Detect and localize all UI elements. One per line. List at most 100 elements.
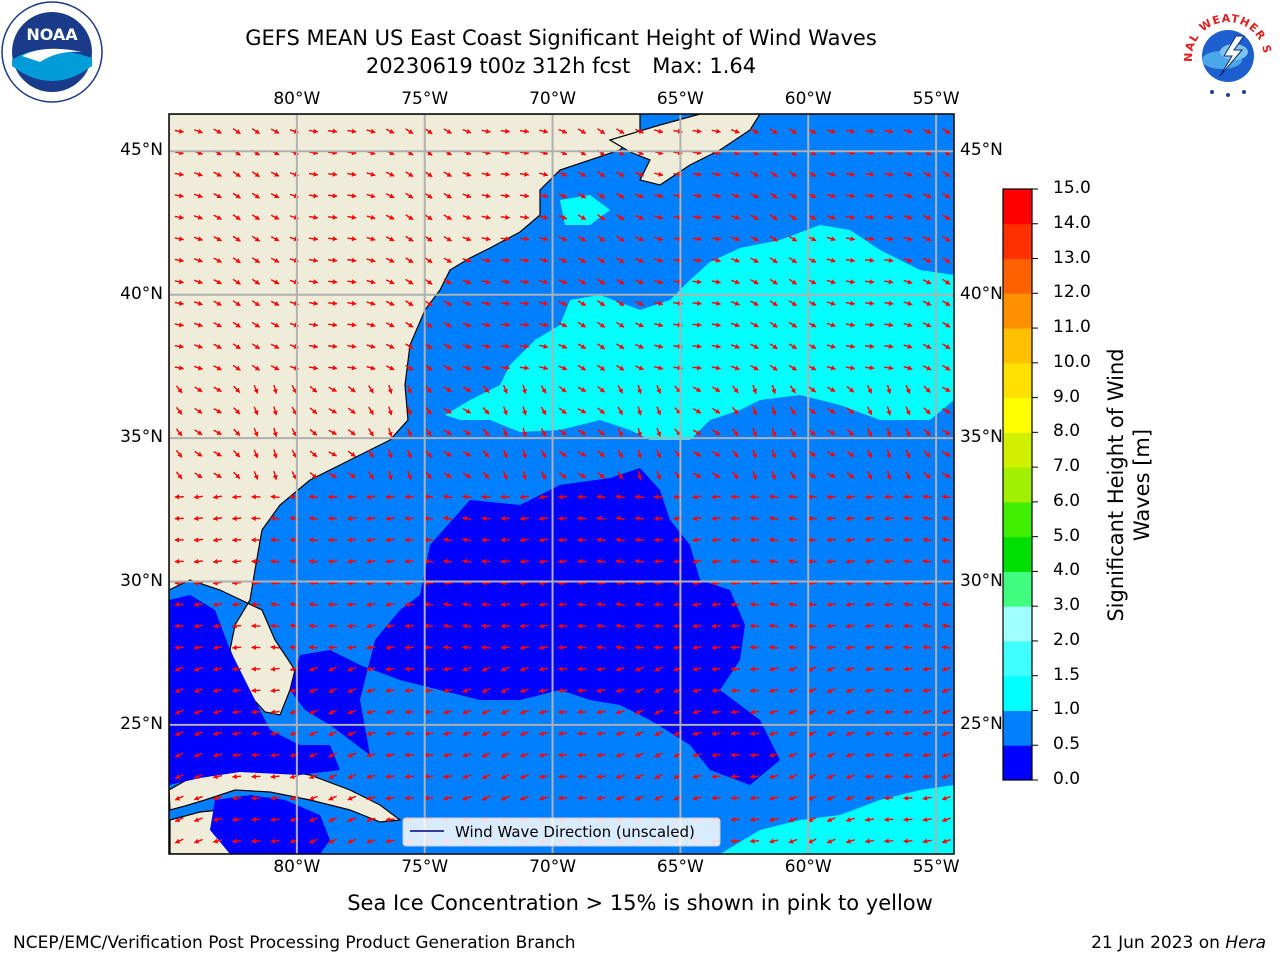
- wave-direction-arrow: [193, 817, 203, 823]
- wave-direction-arrow: [807, 365, 817, 371]
- wave-direction-arrow: [539, 343, 549, 349]
- wave-direction-arrow: [270, 774, 280, 780]
- wave-direction-arrow: [732, 449, 739, 458]
- wave-direction-arrow: [654, 171, 664, 177]
- wave-direction-arrow: [347, 688, 357, 693]
- wave-direction-arrow: [752, 470, 758, 480]
- wave-direction-arrow: [481, 687, 491, 694]
- wave-direction-arrow: [903, 257, 913, 263]
- wave-direction-arrow: [596, 731, 606, 737]
- wave-direction-arrow: [577, 773, 587, 780]
- wave-direction-arrow: [903, 558, 913, 564]
- wave-direction-arrow: [788, 838, 798, 844]
- wave-direction-arrow: [366, 214, 376, 220]
- colorbar-tick-label: 15.0: [1053, 178, 1091, 198]
- wave-direction-arrow: [213, 128, 222, 134]
- wave-direction-arrow: [846, 428, 855, 436]
- wave-direction-arrow: [752, 384, 758, 394]
- wave-direction-arrow: [347, 709, 357, 715]
- wave-direction-arrow: [692, 558, 702, 565]
- wave-direction-arrow: [865, 171, 875, 177]
- wave-direction-arrow: [615, 644, 625, 651]
- wave-direction-arrow: [750, 666, 760, 672]
- wave-direction-arrow: [635, 322, 644, 328]
- wave-direction-arrow: [174, 709, 184, 715]
- wave-direction-arrow: [424, 364, 433, 371]
- wave-direction-arrow: [366, 279, 376, 285]
- wave-direction-arrow: [500, 343, 510, 349]
- wave-direction-arrow: [232, 278, 241, 285]
- wave-direction-arrow: [425, 406, 432, 415]
- wave-direction-arrow: [903, 279, 913, 285]
- wave-direction-arrow: [616, 257, 625, 264]
- wave-direction-arrow: [826, 838, 836, 844]
- wave-direction-arrow: [597, 257, 606, 264]
- wave-direction-arrow: [732, 385, 739, 394]
- wave-direction-arrow: [769, 321, 778, 328]
- wave-direction-arrow: [788, 343, 798, 350]
- wave-direction-arrow: [387, 406, 393, 416]
- wave-direction-arrow: [270, 666, 280, 672]
- lat-label-right: 30°N: [960, 570, 1003, 591]
- wave-direction-arrow: [750, 192, 759, 199]
- wave-direction-arrow: [597, 343, 606, 350]
- wave-direction-arrow: [865, 731, 875, 737]
- wave-direction-arrow: [769, 623, 779, 629]
- wave-direction-arrow: [251, 515, 261, 521]
- wave-direction-arrow: [826, 171, 836, 177]
- wave-direction-arrow: [347, 128, 357, 134]
- wave-direction-arrow: [213, 192, 222, 199]
- wave-direction-arrow: [404, 773, 414, 780]
- wave-direction-arrow: [308, 300, 319, 306]
- wave-direction-arrow: [251, 537, 261, 543]
- wave-direction-arrow: [405, 321, 414, 328]
- wave-direction-arrow: [502, 427, 508, 437]
- wave-direction-arrow: [462, 322, 472, 328]
- wave-direction-arrow: [884, 666, 894, 672]
- wave-direction-arrow: [519, 601, 529, 608]
- wave-direction-arrow: [443, 601, 453, 607]
- wave-direction-arrow: [654, 193, 664, 199]
- colorbar-tick-label: 6.0: [1053, 490, 1081, 511]
- wave-direction-arrow: [922, 214, 932, 220]
- wave-direction-arrow: [213, 429, 222, 436]
- wave-direction-arrow: [826, 386, 836, 393]
- wave-direction-arrow: [443, 666, 453, 672]
- wave-direction-arrow: [193, 537, 203, 543]
- wave-direction-arrow: [788, 688, 798, 693]
- wave-direction-arrow: [309, 450, 318, 458]
- wave-direction-arrow: [347, 752, 357, 758]
- colorbar-bin: [1003, 745, 1032, 781]
- wave-direction-arrow: [366, 709, 376, 715]
- wave-direction-arrow: [233, 471, 241, 480]
- colorbar-tick-label: 2.0: [1053, 629, 1081, 650]
- wave-direction-arrow: [635, 171, 644, 177]
- wave-direction-arrow: [750, 817, 760, 823]
- lat-label-left: 25°N: [120, 713, 163, 734]
- wave-direction-arrow: [193, 838, 203, 844]
- wave-direction-arrow: [368, 449, 374, 459]
- wave-direction-arrow: [328, 537, 338, 543]
- wave-direction-arrow: [596, 623, 606, 629]
- wave-direction-arrow: [213, 451, 222, 457]
- wave-direction-arrow: [903, 666, 913, 672]
- wave-direction-arrow: [807, 322, 817, 328]
- wave-direction-arrow: [405, 192, 414, 199]
- wave-direction-arrow: [750, 644, 760, 651]
- wave-direction-arrow: [347, 450, 356, 458]
- wave-direction-arrow: [886, 449, 892, 459]
- wave-direction-arrow: [596, 494, 606, 500]
- wave-direction-arrow: [692, 623, 702, 629]
- wave-direction-arrow: [635, 752, 644, 758]
- wave-direction-arrow: [309, 731, 318, 737]
- wave-direction-arrow: [769, 709, 779, 715]
- wave-direction-arrow: [596, 795, 606, 801]
- wave-direction-arrow: [941, 623, 951, 629]
- wave-direction-arrow: [769, 666, 779, 672]
- wave-direction-arrow: [558, 472, 567, 479]
- wave-direction-arrow: [251, 773, 261, 780]
- wave-direction-arrow: [826, 236, 836, 242]
- wave-direction-arrow: [903, 236, 913, 242]
- wave-direction-arrow: [272, 470, 278, 480]
- wave-direction-arrow: [577, 666, 587, 672]
